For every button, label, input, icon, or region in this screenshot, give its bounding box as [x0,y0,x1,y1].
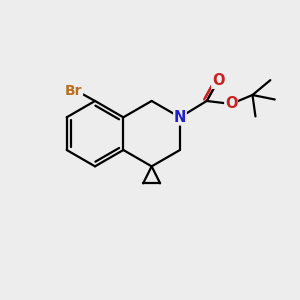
Text: N: N [174,110,186,125]
Text: O: O [225,96,237,111]
Text: Br: Br [65,84,82,98]
Text: O: O [212,73,224,88]
